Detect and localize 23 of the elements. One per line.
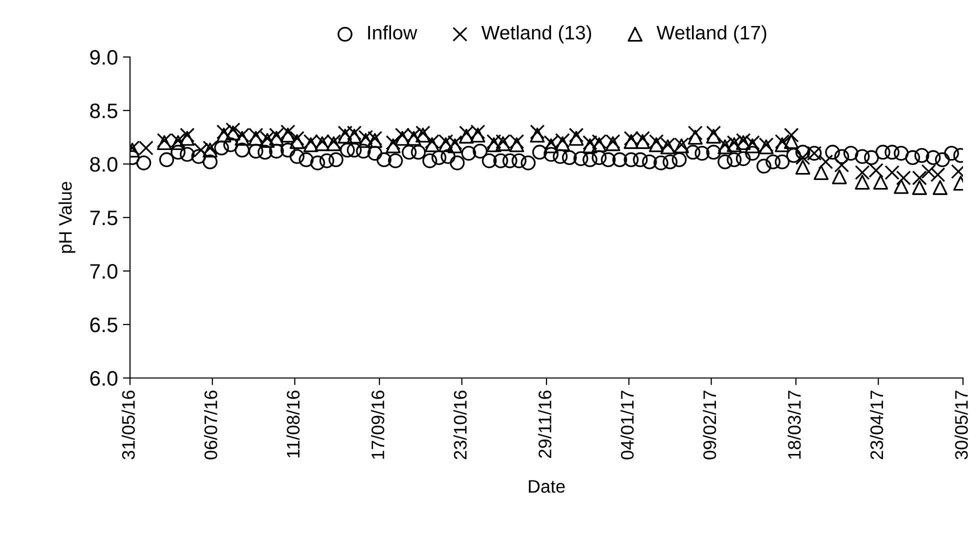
- x-tick-label: 31/05/16: [122, 390, 135, 460]
- x-tick-label: 18/03/17: [788, 390, 801, 459]
- x-tick-label: 30/05/17: [954, 390, 968, 460]
- x-axis-title: Date: [528, 480, 565, 493]
- y-axis-title: pH Value: [58, 182, 76, 253]
- y-tick-label: 6.0: [90, 371, 118, 386]
- y-tick-label: 8.0: [90, 157, 118, 172]
- y-tick-label: 8.5: [90, 104, 118, 118]
- y-tick-label: 6.5: [90, 318, 118, 332]
- legend-label: Wetland (17): [656, 25, 766, 44]
- x-tick-label: 23/04/17: [870, 390, 884, 460]
- legend-label: Wetland (13): [481, 25, 592, 44]
- legend-label: Inflow: [368, 25, 418, 40]
- x-tick-label: 09/02/17: [702, 390, 716, 460]
- y-tick-label: 7.5: [90, 210, 118, 226]
- x-tick-label: 17/09/16: [371, 390, 384, 459]
- y-tick-label: 9.0: [90, 50, 118, 65]
- x-tick-label: 06/07/16: [204, 390, 218, 460]
- x-tick-label: 23/10/16: [453, 390, 467, 460]
- x-tick-label: 29/11/16: [538, 390, 552, 458]
- x-tick-label: 04/01/17: [620, 390, 634, 460]
- y-tick-label: 7.0: [90, 264, 118, 279]
- x-tick-label: 11/08/16: [286, 390, 300, 458]
